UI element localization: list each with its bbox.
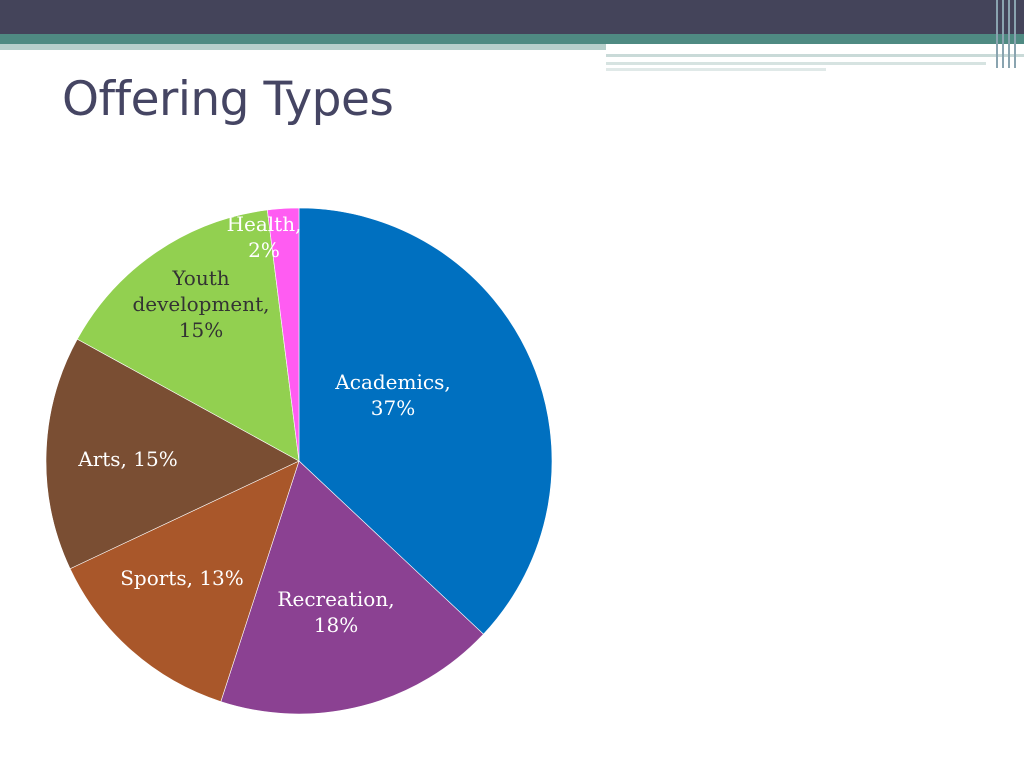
header-stripe-3: [606, 68, 826, 71]
header-accent-band: [0, 34, 1024, 44]
data-label-recreation: Recreation, 18%: [277, 587, 394, 637]
data-label-academics: Academics, 37%: [334, 370, 450, 420]
data-label-youth-development: Youth development, 15%: [132, 266, 269, 342]
header-light-band: [0, 44, 606, 50]
pie-slice-arts: [45, 338, 300, 570]
data-label-sports: Sports, 13%: [120, 566, 244, 590]
slide-header-bar: [0, 0, 1024, 34]
header-stripe-1: [606, 54, 1024, 57]
pie-slice-academics: [298, 207, 553, 635]
pie-slice-youth-development: [76, 209, 300, 462]
pie-slice-sports: [69, 460, 300, 702]
data-label-health: Health, 2%: [227, 212, 302, 262]
data-label-arts: Arts, 15%: [77, 447, 177, 471]
header-edge-lines: [994, 0, 1024, 68]
pie-slice-recreation: [220, 460, 484, 715]
slide-title: Offering Types: [62, 72, 394, 127]
pie-slice-health: [266, 207, 300, 462]
header-stripe-2: [606, 62, 986, 65]
